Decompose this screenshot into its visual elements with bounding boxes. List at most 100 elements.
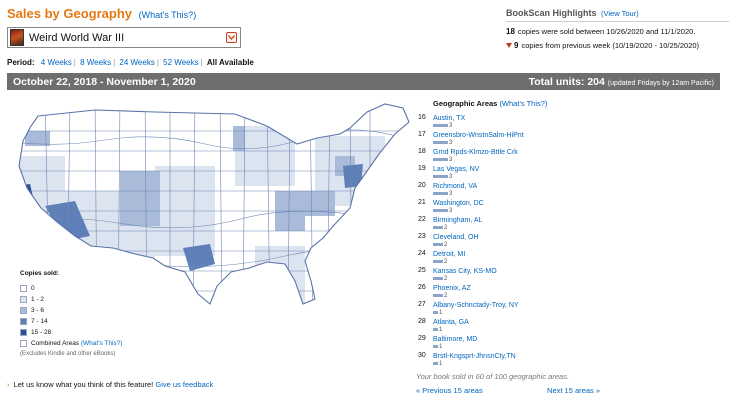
geo-rank: 19 bbox=[418, 165, 426, 172]
bookscan-highlights: BookScan Highlights (View Tour) 18 copie… bbox=[506, 8, 729, 50]
geo-area-link[interactable]: Richmond, VA bbox=[433, 183, 478, 190]
geo-rank: 16 bbox=[418, 114, 426, 121]
date-range: October 22, 2018 - November 1, 2020 bbox=[13, 75, 196, 88]
legend-item: 15 - 28 bbox=[20, 327, 122, 338]
book-cover-thumbnail bbox=[10, 29, 24, 46]
geo-rank: 23 bbox=[418, 233, 426, 240]
geo-count: 2 bbox=[444, 241, 448, 248]
summary-bar: October 22, 2018 - November 1, 2020 Tota… bbox=[7, 73, 720, 90]
geo-row[interactable]: 20 Richmond, VA 3 bbox=[418, 181, 598, 198]
geo-row[interactable]: 24 Detroit, MI 2 bbox=[418, 249, 598, 266]
geo-count: 3 bbox=[449, 207, 453, 214]
whats-this-link[interactable]: (What's This?) bbox=[138, 10, 197, 20]
geo-count-bar bbox=[433, 277, 443, 280]
previous-areas-link[interactable]: « Previous 15 areas bbox=[416, 386, 483, 395]
geo-area-link[interactable]: Birmingham, AL bbox=[433, 217, 483, 224]
legend-item: 0 bbox=[20, 283, 122, 294]
book-selector[interactable]: Weird World War III bbox=[7, 27, 241, 48]
chevron-down-icon[interactable] bbox=[226, 32, 237, 43]
geo-rank: 22 bbox=[418, 216, 426, 223]
geo-row[interactable]: 22 Birmingham, AL 2 bbox=[418, 215, 598, 232]
geo-pager: « Previous 15 areas Next 15 areas » bbox=[416, 386, 600, 395]
geo-count-bar bbox=[433, 243, 443, 246]
geo-area-link[interactable]: Brstl-Kngsprt-JhnsnCty,TN bbox=[433, 353, 516, 360]
geo-count: 1 bbox=[439, 309, 443, 316]
geo-rank: 29 bbox=[418, 335, 426, 342]
geo-count: 3 bbox=[449, 139, 453, 146]
geo-count-bar bbox=[433, 362, 438, 365]
total-units: Total units: 204 (updated Fridays by 12a… bbox=[529, 76, 714, 88]
geo-area-link[interactable]: Grnd Rpds-Klmzo-Bttle Crk bbox=[433, 149, 518, 156]
geo-rank: 17 bbox=[418, 131, 426, 138]
geo-row[interactable]: 18 Grnd Rpds-Klmzo-Bttle Crk 3 bbox=[418, 147, 598, 164]
geo-count: 1 bbox=[439, 326, 443, 333]
highlight-change: 9 copies from previous week (10/19/2020 … bbox=[506, 41, 729, 50]
view-tour-link[interactable]: (View Tour) bbox=[601, 9, 639, 18]
legend-swatch bbox=[20, 318, 27, 325]
map-legend: Copies sold: 0 1 - 2 3 - 6 7 - 14 15 - 2… bbox=[20, 270, 122, 357]
geo-row[interactable]: 29 Baltimore, MD 1 bbox=[418, 334, 598, 351]
geo-area-link[interactable]: Greensbro-WnstnSalm-HiPnt bbox=[433, 132, 524, 139]
geo-row[interactable]: 26 Phoenix, AZ 2 bbox=[418, 283, 598, 300]
geo-rank: 25 bbox=[418, 267, 426, 274]
geo-count: 3 bbox=[449, 156, 453, 163]
geo-coverage: Your book sold in 60 of 100 geographic a… bbox=[416, 372, 570, 381]
geo-area-link[interactable]: Phoenix, AZ bbox=[433, 285, 471, 292]
geo-row[interactable]: 17 Greensbro-WnstnSalm-HiPnt 3 bbox=[418, 130, 598, 147]
geo-count-bar bbox=[433, 294, 443, 297]
legend-label: 7 - 14 bbox=[31, 318, 48, 325]
period-label: Period: bbox=[7, 58, 35, 67]
geo-count-bar bbox=[433, 158, 448, 161]
geo-count-bar bbox=[433, 192, 448, 195]
geo-area-link[interactable]: Washington, DC bbox=[433, 200, 484, 207]
geo-area-link[interactable]: Baltimore, MD bbox=[433, 336, 478, 343]
legend-swatch bbox=[20, 340, 27, 347]
geo-row[interactable]: 16 Austin, TX 3 bbox=[418, 113, 598, 130]
geo-rank: 26 bbox=[418, 284, 426, 291]
geo-row[interactable]: 25 Kansas City, KS-MO 2 bbox=[418, 266, 598, 283]
sold-count: 18 bbox=[506, 27, 515, 36]
geo-rank: 20 bbox=[418, 182, 426, 189]
geo-area-link[interactable]: Las Vegas, NV bbox=[433, 166, 480, 173]
arrow-right-icon: › bbox=[7, 380, 10, 389]
geo-count: 2 bbox=[444, 224, 448, 231]
geo-area-link[interactable]: Detroit, MI bbox=[433, 251, 466, 258]
geo-row[interactable]: 27 Albany-Schnctady-Troy, NY 1 bbox=[418, 300, 598, 317]
geo-whats-this-link[interactable]: (What's This?) bbox=[499, 99, 548, 108]
geo-area-link[interactable]: Atlanta, GA bbox=[433, 319, 469, 326]
legend-item: 1 - 2 bbox=[20, 294, 122, 305]
geo-area-link[interactable]: Austin, TX bbox=[433, 115, 466, 122]
period-8-weeks[interactable]: 8 Weeks bbox=[80, 58, 112, 67]
geo-rank: 24 bbox=[418, 250, 426, 257]
geo-row[interactable]: 28 Atlanta, GA 1 bbox=[418, 317, 598, 334]
period-all-available: All Available bbox=[206, 58, 254, 67]
period-4-weeks[interactable]: 4 Weeks bbox=[40, 58, 72, 67]
geo-count-bar bbox=[433, 141, 448, 144]
geo-list: 16 Austin, TX 3 17 Greensbro-WnstnSalm-HiPnt… bbox=[418, 113, 598, 368]
legend-item: Combined Areas (What's This?) bbox=[20, 338, 122, 349]
geo-area-link[interactable]: Albany-Schnctady-Troy, NY bbox=[433, 302, 519, 309]
geo-count: 2 bbox=[444, 275, 448, 282]
geo-count-bar bbox=[433, 124, 448, 127]
geo-count-bar bbox=[433, 311, 438, 314]
period-52-weeks[interactable]: 52 Weeks bbox=[163, 58, 199, 67]
legend-item: 7 - 14 bbox=[20, 316, 122, 327]
geo-area-link[interactable]: Kansas City, KS-MO bbox=[433, 268, 497, 275]
period-24-weeks[interactable]: 24 Weeks bbox=[119, 58, 155, 67]
give-feedback-link[interactable]: Give us feedback bbox=[155, 380, 214, 389]
us-sales-map[interactable] bbox=[5, 96, 415, 328]
geo-area-link[interactable]: Cleveland, OH bbox=[433, 234, 479, 241]
geo-row[interactable]: 30 Brstl-Kngsprt-JhnsnCty,TN 1 bbox=[418, 351, 598, 368]
geo-row[interactable]: 19 Las Vegas, NV 3 bbox=[418, 164, 598, 181]
geo-count-bar bbox=[433, 226, 443, 229]
geo-count: 3 bbox=[449, 122, 453, 129]
legend-whats-this-link[interactable]: (What's This?) bbox=[80, 340, 123, 347]
legend-label: 0 bbox=[31, 285, 35, 292]
legend-swatch bbox=[20, 307, 27, 314]
geo-row[interactable]: 23 Cleveland, OH 2 bbox=[418, 232, 598, 249]
geo-title: Geographic Areas bbox=[433, 99, 498, 108]
geo-count: 1 bbox=[439, 360, 443, 367]
geo-row[interactable]: 21 Washington, DC 3 bbox=[418, 198, 598, 215]
highlights-header: BookScan Highlights (View Tour) bbox=[506, 8, 729, 22]
next-areas-link[interactable]: Next 15 areas » bbox=[547, 386, 600, 395]
